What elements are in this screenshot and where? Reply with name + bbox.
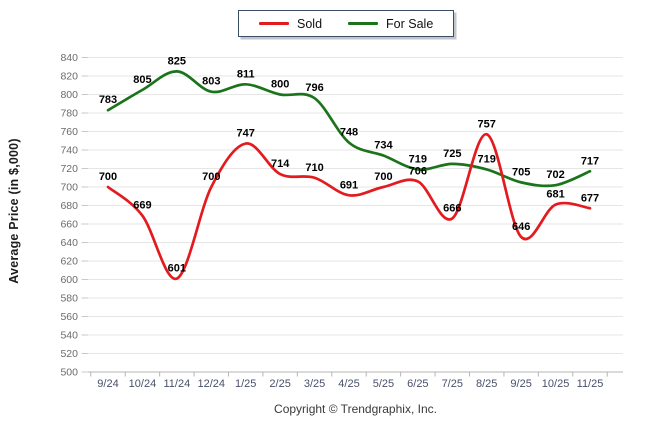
x-tick-label: 3/25	[304, 378, 325, 390]
y-tick-label: 780	[60, 108, 78, 120]
data-label: 783	[99, 94, 117, 106]
sold-data-labels: 700 669 601 700 747 714 710 691 700 706 666 757 646 6…	[99, 118, 599, 274]
gridlines	[81, 57, 623, 373]
y-tick-label: 760	[60, 126, 78, 138]
y-tick-label: 520	[60, 348, 78, 360]
y-tick-label: 840	[60, 52, 78, 64]
data-label: 601	[168, 263, 186, 275]
x-tick-label: 9/24	[97, 378, 118, 390]
data-label: 681	[546, 189, 564, 201]
y-axis-tick-labels: 500 520 540 560 580 600 620 640 660 680 700 720 740 7…	[60, 52, 78, 379]
x-tick-label: 6/25	[407, 378, 428, 390]
data-label: 800	[271, 79, 289, 91]
data-label: 719	[409, 153, 427, 165]
data-label: 677	[581, 192, 599, 204]
data-label: 803	[202, 76, 220, 88]
y-tick-label: 540	[60, 330, 78, 342]
y-tick-label: 600	[60, 274, 78, 286]
data-label: 700	[374, 171, 392, 183]
x-tick-label: 10/24	[129, 378, 157, 390]
x-tick-label: 11/24	[163, 378, 190, 390]
data-label: 805	[133, 74, 151, 86]
data-label: 725	[443, 148, 461, 160]
y-tick-label: 740	[60, 145, 78, 157]
y-tick-label: 700	[60, 182, 78, 194]
sold-line-swatch-icon	[259, 22, 289, 25]
x-tick-label: 2/25	[269, 378, 290, 390]
x-tick-label: 7/25	[442, 378, 463, 390]
data-label: 691	[340, 179, 358, 191]
y-tick-label: 620	[60, 256, 78, 268]
data-label: 702	[546, 169, 564, 181]
legend-label-for-sale: For Sale	[386, 16, 434, 31]
y-tick-label: 660	[60, 219, 78, 231]
x-tick-label: 4/25	[338, 378, 359, 390]
x-tick-label: 10/25	[542, 378, 570, 390]
copyright-text: Copyright © Trendgraphix, Inc.	[274, 402, 437, 416]
legend-label-sold: Sold	[297, 16, 323, 31]
chart-legend: Sold For Sale	[238, 10, 455, 37]
x-axis-tick-labels: 9/24 10/24 11/24 12/24 1/25 2/25 3/25 4/25 5/25 6…	[97, 378, 603, 390]
data-label: 710	[305, 162, 323, 174]
y-tick-label: 640	[60, 237, 78, 249]
for-sale-data-labels: 783 805 825 803 811 800 796 748 734 719 725 719 705 7…	[99, 55, 599, 181]
data-label: 706	[409, 165, 427, 177]
legend-item-sold: Sold	[259, 17, 322, 31]
y-tick-label: 560	[60, 311, 78, 323]
x-tick-label: 1/25	[235, 378, 256, 390]
y-tick-label: 680	[60, 200, 78, 212]
data-label: 700	[202, 171, 220, 183]
y-tick-label: 720	[60, 163, 78, 175]
data-label: 748	[340, 127, 358, 139]
data-label: 825	[168, 55, 186, 67]
y-tick-label: 820	[60, 71, 78, 83]
x-tick-label: 8/25	[476, 378, 497, 390]
legend-item-for-sale: For Sale	[348, 17, 433, 31]
data-label: 734	[374, 140, 393, 152]
data-label: 666	[443, 202, 461, 214]
y-tick-label: 580	[60, 293, 78, 305]
x-tick-label: 11/25	[577, 378, 604, 390]
x-tick-label: 5/25	[373, 378, 394, 390]
data-label: 717	[581, 155, 599, 167]
data-label: 669	[133, 200, 151, 212]
data-label: 705	[512, 166, 530, 178]
for-sale-line-swatch-icon	[348, 22, 379, 25]
for-sale-line	[106, 70, 592, 188]
data-label: 719	[478, 153, 496, 165]
data-label: 646	[512, 221, 530, 233]
sold-line	[106, 132, 592, 280]
data-label: 757	[478, 118, 496, 130]
x-tick-label: 9/25	[510, 378, 531, 390]
data-label: 700	[99, 171, 117, 183]
data-label: 714	[271, 158, 290, 170]
y-tick-label: 500	[60, 367, 78, 379]
y-tick-label: 800	[60, 89, 78, 101]
data-label: 747	[237, 128, 255, 140]
x-tick-label: 12/24	[198, 378, 226, 390]
x-axis-ticks	[90, 372, 608, 377]
data-label: 796	[305, 82, 323, 94]
data-label: 811	[237, 68, 255, 80]
